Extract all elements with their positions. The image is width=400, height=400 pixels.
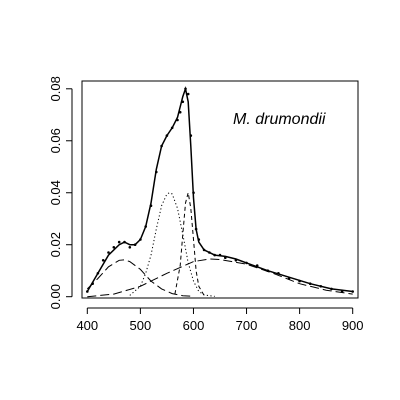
y-tick-label: 0.04: [48, 180, 63, 205]
observed-point: [112, 246, 116, 249]
x-tick-label: 600: [183, 318, 205, 333]
x-tick-label: 900: [342, 318, 364, 333]
observed-point: [101, 259, 105, 262]
component-curve-1: [86, 259, 194, 297]
y-tick-label: 0.08: [48, 76, 63, 101]
plot-frame: [81, 80, 359, 299]
y-tick-label: 0.06: [48, 128, 63, 153]
y-tick-label: 0.00: [48, 284, 63, 309]
component-curve-2: [129, 192, 215, 297]
component-curve-4: [87, 258, 353, 298]
component-curve-3: [174, 192, 205, 296]
x-tick-label: 700: [236, 318, 258, 333]
observed-point: [128, 246, 132, 249]
axes: 400 500 600 700 800 900 0.00 0.02 0.04 0.06 0.08: [48, 76, 364, 333]
observed-point: [117, 240, 121, 244]
component-curves: [86, 192, 353, 298]
chart-annotation: M. drumondii: [233, 111, 326, 128]
observed-point: [186, 92, 190, 96]
fit-curve-group: [86, 85, 353, 293]
y-tick-label: 0.02: [48, 232, 63, 257]
x-tick-label: 400: [76, 318, 98, 333]
x-tick-label: 500: [130, 318, 152, 333]
fit-curve: [86, 85, 353, 293]
observed-point: [107, 251, 110, 254]
x-tick-label: 800: [289, 318, 311, 333]
